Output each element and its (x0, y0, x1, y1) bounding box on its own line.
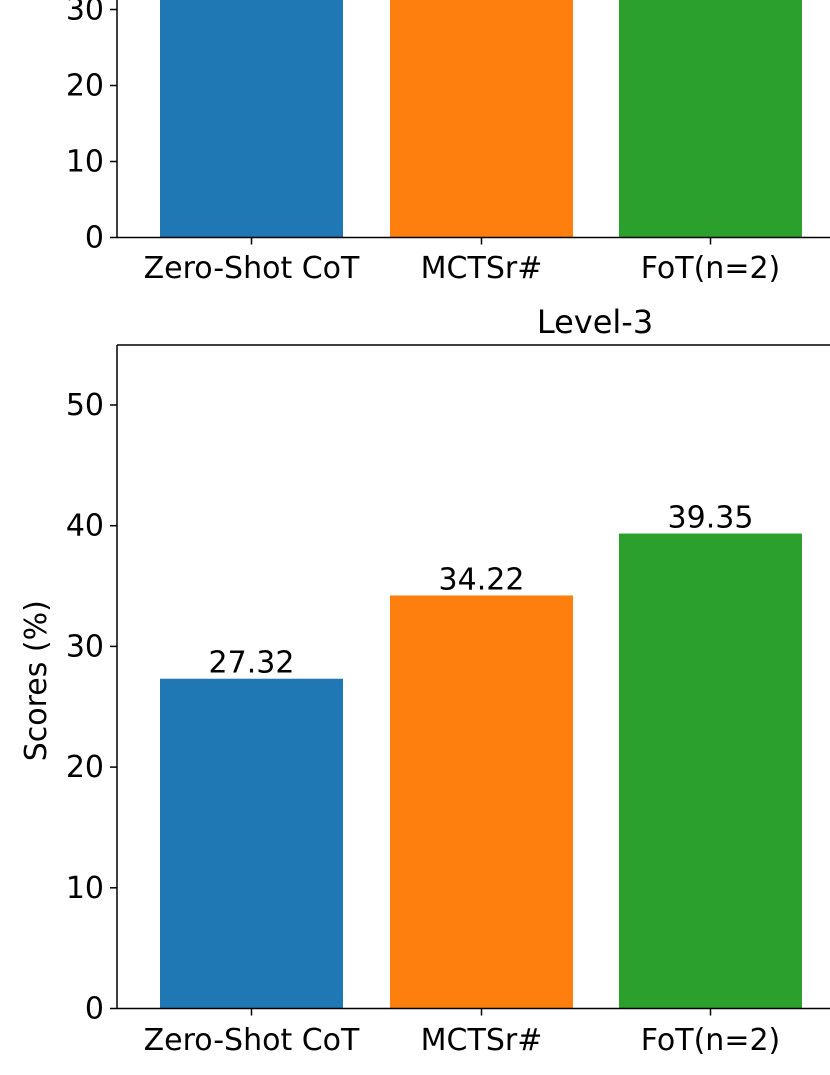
y-tick-label: 30 (66, 0, 104, 28)
x-tick-label: Zero-Shot CoT (144, 251, 360, 286)
x-tick-label: MCTSr# (421, 1023, 543, 1058)
bar-mctsr (390, 595, 573, 1009)
bar-value-label: 39.35 (668, 501, 754, 536)
y-axis-label: Scores (%) (19, 600, 54, 761)
x-tick-label: FoT(n=2) (641, 1023, 781, 1058)
x-tick-label: FoT(n=2) (641, 251, 781, 286)
y-tick-label: 20 (66, 69, 104, 104)
y-tick-label: 0 (85, 992, 104, 1027)
bar-zero-shot-cot (160, 0, 343, 238)
bar-mctsr (390, 0, 573, 238)
chart-panel-top: Zero-Shot CoT MCTSr# FoT(n=2) 0 10 20 30 (66, 0, 830, 286)
bar-fot-n-2 (619, 533, 802, 1009)
x-tick-label: MCTSr# (421, 251, 543, 286)
bar-value-label: 34.22 (439, 562, 525, 597)
bar-value-label: 27.32 (209, 646, 295, 681)
chart-title: Level-3 (537, 303, 653, 341)
y-tick-label: 40 (66, 509, 104, 544)
y-tick-label: 10 (66, 871, 104, 906)
bar-zero-shot-cot (160, 678, 343, 1009)
y-tick-label: 0 (85, 221, 104, 256)
chart-panel-level-3: 27.32 Zero-Shot CoT 34.22 MCTSr# 39.35 FoT(n=… (19, 303, 830, 1058)
bar-fot-n-2 (619, 0, 802, 238)
x-tick-label: Zero-Shot CoT (144, 1023, 360, 1058)
y-tick-label: 30 (66, 629, 104, 664)
y-tick-label: 20 (66, 750, 104, 785)
y-tick-label: 10 (66, 145, 104, 180)
y-tick-label: 50 (66, 388, 104, 423)
